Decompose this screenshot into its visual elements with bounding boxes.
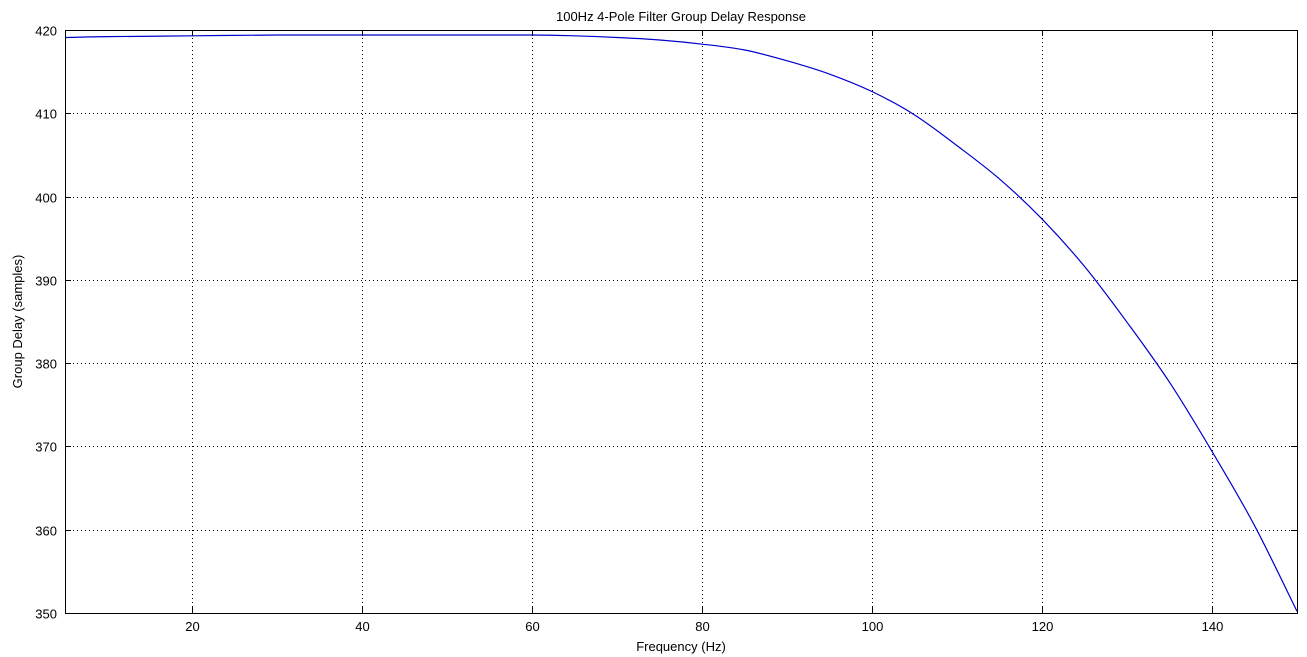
series-group xyxy=(64,34,1298,612)
x-tick-label: 120 xyxy=(1032,619,1054,634)
y-tick-label: 420 xyxy=(35,24,57,39)
y-tick-label: 390 xyxy=(35,274,57,289)
x-tick-label: 60 xyxy=(525,619,539,634)
plot-area xyxy=(65,30,1297,613)
x-tick-label: 140 xyxy=(1202,619,1224,634)
x-axis-label: Frequency (Hz) xyxy=(636,639,726,654)
y-tick-label: 360 xyxy=(35,524,57,539)
y-tick-label: 370 xyxy=(35,440,57,455)
y-tick-label: 350 xyxy=(35,607,57,622)
y-tick-label: 410 xyxy=(35,107,57,122)
x-tick-label: 20 xyxy=(185,619,199,634)
series-line xyxy=(64,34,1298,612)
x-tick-label: 100 xyxy=(862,619,884,634)
x-tick-label: 40 xyxy=(355,619,369,634)
ticks xyxy=(65,30,1297,614)
plot-frame xyxy=(65,30,1298,614)
y-axis-label: Group Delay (samples) xyxy=(10,255,25,389)
x-tick-label: 80 xyxy=(695,619,709,634)
y-tick-label: 380 xyxy=(35,357,57,372)
grid xyxy=(65,30,1297,613)
tick-labels: 20 40 60 80 100 120 140 350 360 370 380 390 400 410 42… xyxy=(35,24,1223,635)
chart-title: 100Hz 4-Pole Filter Group Delay Response xyxy=(556,9,806,24)
y-tick-label: 400 xyxy=(35,191,57,206)
